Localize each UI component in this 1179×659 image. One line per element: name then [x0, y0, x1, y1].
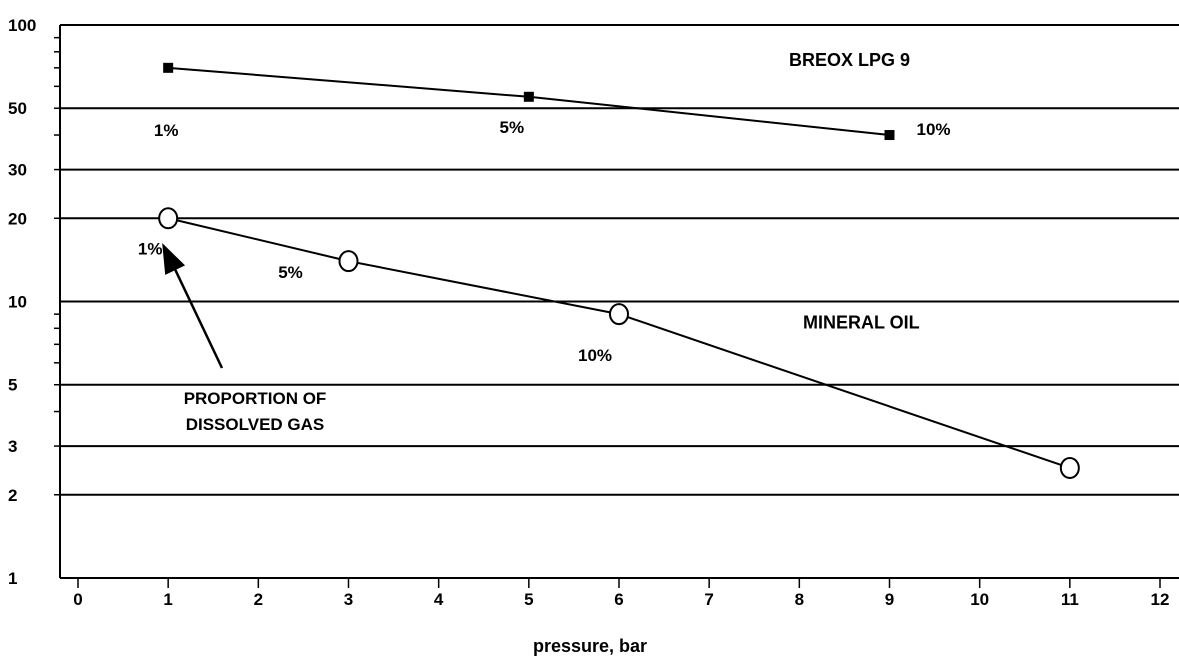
y-tick-label-100: 100 [8, 16, 36, 35]
y-tick-label-5: 5 [8, 376, 17, 395]
data-point [338, 250, 359, 273]
annotation-text: PROPORTION OF [184, 389, 327, 408]
data-label: 10% [578, 346, 612, 365]
data-label: 5% [278, 263, 303, 282]
y-tick-label-10: 10 [8, 293, 27, 312]
x-tick-label-12: 12 [1151, 590, 1170, 609]
x-tick-labels: 0 1 2 3 4 5 6 7 8 9 10 11 12 [73, 590, 1169, 609]
y-tick-label-3: 3 [8, 437, 17, 456]
data-label: 1% [154, 121, 179, 140]
gridlines [60, 24, 1179, 496]
x-tick-label-7: 7 [704, 590, 713, 609]
y-tick-label-50: 50 [8, 99, 27, 118]
axes [54, 25, 1179, 588]
data-point [523, 91, 534, 102]
data-point [1059, 456, 1080, 479]
data-point [158, 207, 179, 230]
x-tick-label-1: 1 [163, 590, 172, 609]
data-label: 10% [916, 120, 950, 139]
annotation-0: PROPORTION OF DISSOLVED GAS [162, 243, 326, 434]
y-tick-label-1: 1 [8, 569, 17, 588]
annotation-arrow-shaft [169, 258, 224, 369]
data-point [884, 130, 895, 141]
series-0: 1% 5% 10% BREOX LPG 9 [154, 50, 951, 141]
data-label: 5% [500, 118, 525, 137]
annotation-arrow-head [162, 243, 186, 275]
series-name-label: BREOX LPG 9 [789, 50, 910, 70]
x-axis-label: pressure, bar [533, 636, 647, 656]
x-tick-label-2: 2 [254, 590, 263, 609]
annotation-text: DISSOLVED GAS [186, 415, 325, 434]
x-tick-label-3: 3 [344, 590, 353, 609]
data-point [163, 62, 174, 73]
x-tick-label-4: 4 [434, 590, 444, 609]
y-tick-label-30: 30 [8, 161, 27, 180]
y-tick-label-20: 20 [8, 209, 27, 228]
y-tick-labels: 100 50 30 20 10 5 3 2 1 [8, 16, 36, 588]
series: 1% 5% 10% BREOX LPG 9 1% 5% 10% MINERAL OIL [138, 50, 1080, 479]
x-tick-label-5: 5 [524, 590, 533, 609]
x-tick-label-8: 8 [795, 590, 804, 609]
series-line-1 [167, 217, 1071, 469]
series-1: 1% 5% 10% MINERAL OIL [138, 207, 1080, 479]
x-tick-label-6: 6 [614, 590, 623, 609]
series-name-label: MINERAL OIL [803, 312, 920, 332]
data-point [609, 303, 629, 326]
x-tick-label-9: 9 [885, 590, 894, 609]
data-label: 1% [138, 239, 163, 258]
annotations: PROPORTION OF DISSOLVED GAS [162, 243, 326, 434]
x-tick-label-11: 11 [1061, 590, 1079, 609]
x-tick-label-0: 0 [73, 590, 82, 609]
x-tick-label-10: 10 [970, 590, 989, 609]
y-tick-label-2: 2 [8, 486, 17, 505]
